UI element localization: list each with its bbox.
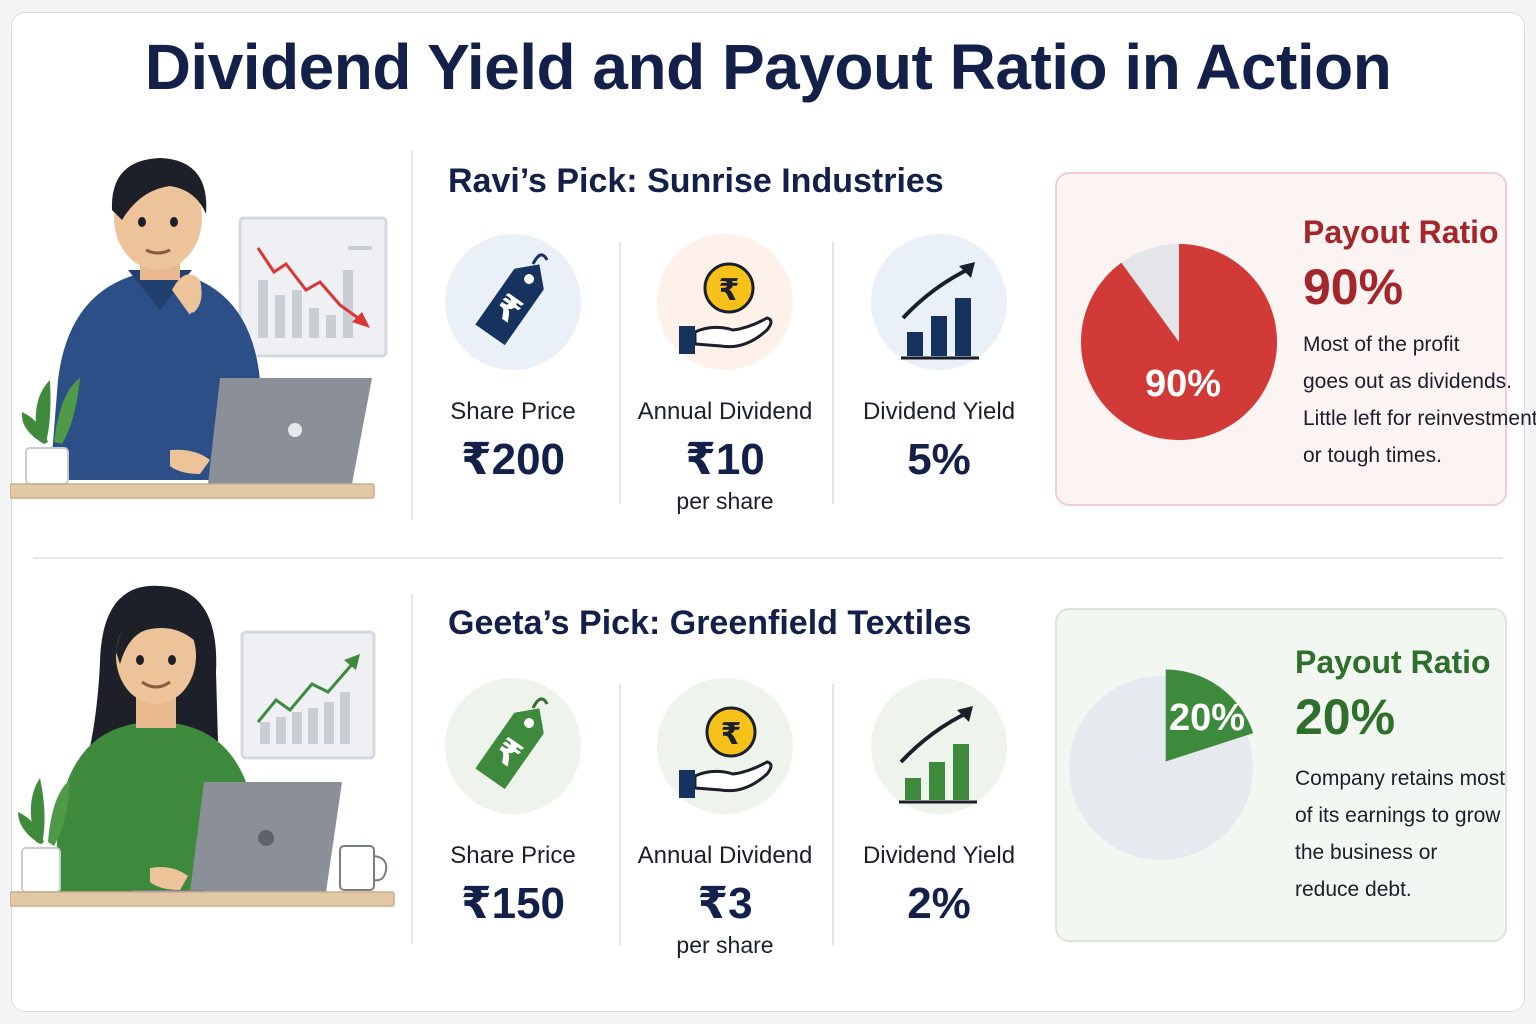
dividend-yield-label: Dividend Yield [862, 398, 1016, 425]
svg-text:₹: ₹ [719, 273, 740, 308]
section-divider [33, 557, 1503, 559]
desc-line: or tough times. [1303, 444, 1442, 467]
payout-ratio-label: Payout Ratio [1303, 214, 1499, 250]
ravi-share-price: ₹ Share Price ₹200 [408, 234, 618, 484]
separator [619, 242, 621, 504]
separator [411, 594, 413, 944]
price-tag-icon: ₹ [445, 678, 581, 814]
payout-ratio-value: 90% [1303, 259, 1404, 315]
coin-hand-icon: ₹ [657, 678, 793, 814]
desc-line: reduce debt. [1295, 878, 1412, 901]
page-title: Dividend Yield and Payout Ratio in Actio… [144, 31, 1392, 103]
desc-line: Most of the profit [1303, 333, 1460, 356]
growth-chart-icon [871, 678, 1007, 814]
geeta-payout-card: 20% Payout Ratio 20% Company retains mos… [1055, 608, 1507, 942]
desc-line: Company retains most [1295, 767, 1506, 790]
payout-pie-chart: 20% [1069, 669, 1254, 860]
geeta-illustration [10, 572, 400, 962]
man-at-laptop-icon [10, 158, 388, 499]
pie-label: 90% [1145, 363, 1221, 405]
desc-line: the business or [1295, 841, 1438, 864]
svg-text:₹: ₹ [721, 717, 742, 752]
geeta-dividend-yield: Dividend Yield 2% [834, 678, 1044, 928]
desc-line: goes out as dividends. [1303, 370, 1512, 393]
separator [832, 242, 834, 504]
ravi-annual-dividend: ₹ Annual Dividend ₹10 per share [620, 234, 830, 515]
annual-dividend-sub: per share [676, 488, 774, 514]
geeta-annual-dividend: ₹ Annual Dividend ₹3 per share [620, 678, 830, 959]
desc-line: Little left for reinvestment [1303, 407, 1536, 430]
geeta-pick-title: Geeta’s Pick: Greenfield Textiles [448, 604, 972, 642]
dividend-yield-label: Dividend Yield [862, 842, 1016, 869]
desc-line: of its earnings to grow [1295, 804, 1501, 827]
geeta-share-price: ₹ Share Price ₹150 [408, 678, 618, 928]
woman-at-laptop-icon [10, 585, 395, 907]
geeta-section: Geeta’s Pick: Greenfield Textiles ₹ Shar… [0, 572, 1536, 1012]
pie-slice [1081, 244, 1277, 440]
pie-label: 20% [1169, 697, 1245, 739]
payout-pie-chart: 90% [1081, 244, 1277, 440]
ravi-pick-title: Ravi’s Pick: Sunrise Industries [448, 162, 944, 200]
price-tag-icon: ₹ [445, 234, 581, 370]
ravi-illustration [10, 130, 400, 520]
annual-dividend-label: Annual Dividend [637, 842, 813, 869]
separator [411, 150, 413, 520]
annual-dividend-value: ₹3 [697, 879, 753, 928]
dividend-yield-value: 2% [907, 879, 971, 928]
share-price-value: ₹150 [460, 879, 566, 928]
payout-ratio-label: Payout Ratio [1295, 644, 1491, 680]
ravi-payout-card: 90% Payout Ratio 90% Most of the profit … [1055, 172, 1536, 506]
ravi-dividend-yield: Dividend Yield 5% [834, 234, 1044, 484]
payout-description: Most of the profit goes out as dividends… [1303, 326, 1536, 474]
coin-hand-icon: ₹ [657, 234, 793, 370]
separator [832, 684, 834, 946]
ravi-section: Ravi’s Pick: Sunrise Industries ₹ Share … [0, 130, 1536, 570]
share-price-label: Share Price [450, 398, 576, 425]
growth-chart-icon [871, 234, 1007, 370]
payout-description: Company retains most of its earnings to … [1295, 760, 1505, 908]
annual-dividend-value: ₹10 [685, 435, 765, 484]
dividend-yield-value: 5% [907, 435, 971, 484]
pie-slice [1165, 669, 1254, 762]
payout-ratio-value: 20% [1295, 689, 1396, 745]
annual-dividend-label: Annual Dividend [637, 398, 813, 425]
separator [619, 684, 621, 946]
share-price-label: Share Price [450, 842, 576, 869]
share-price-value: ₹200 [460, 435, 566, 484]
annual-dividend-sub: per share [676, 932, 774, 958]
